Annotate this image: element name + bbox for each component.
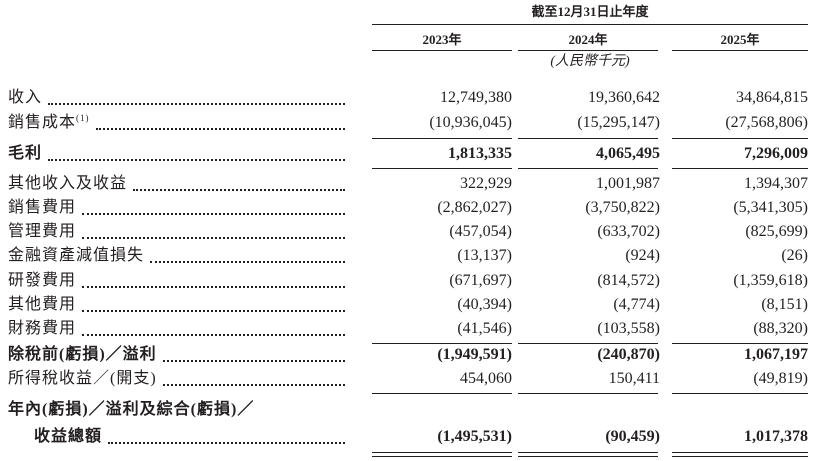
cell-value: 1,813,335: [448, 145, 512, 162]
sum-rule: [372, 138, 512, 139]
cell-value: 1,017,378: [744, 428, 808, 445]
cell-value: (671,697): [449, 272, 512, 289]
sum-rule: [672, 138, 808, 139]
sum-rule: [372, 168, 512, 169]
double-rule: [672, 452, 808, 453]
sum-rule: [672, 393, 808, 394]
dot-leader: [163, 384, 345, 386]
cell-value: 19,360,642: [588, 89, 660, 106]
sum-rule: [518, 343, 658, 344]
dot-leader: [163, 360, 345, 362]
sum-rule: [372, 393, 512, 394]
cell-value: (88,320): [753, 320, 808, 337]
year-header: 2024年: [568, 32, 608, 47]
cell-value: 12,749,380: [440, 89, 512, 106]
sum-rule: [518, 138, 658, 139]
row-label: 其他收入及收益: [8, 175, 128, 192]
row-label: 年內(虧損)／溢利及綜合(虧損)／: [8, 401, 255, 418]
double-rule: [672, 456, 808, 457]
sum-rule: [672, 168, 808, 169]
year-header: 2025年: [720, 32, 760, 47]
year-rule: [372, 50, 512, 51]
row-label: 銷售成本(1): [8, 113, 90, 132]
row-label: 財務費用: [8, 320, 77, 337]
cell-value: (40,394): [457, 296, 512, 313]
cell-value: (457,054): [449, 223, 512, 240]
unit-label: (人民幣千元): [550, 54, 630, 69]
sum-rule: [518, 393, 658, 394]
cell-value: 454,060: [460, 370, 512, 387]
sum-rule: [672, 343, 808, 344]
row-label: 收入: [8, 89, 43, 106]
row-label: 所得稅收益／(開支): [8, 370, 157, 387]
cell-value: (4,774): [613, 296, 660, 313]
dot-leader: [82, 310, 345, 312]
double-rule: [372, 456, 512, 457]
cell-value: (15,295,147): [577, 114, 660, 131]
cell-value: 1,067,197: [744, 346, 808, 363]
cell-value: (825,699): [745, 223, 808, 240]
dot-leader: [48, 159, 345, 161]
year-rule: [672, 50, 808, 51]
dot-leader: [150, 261, 345, 263]
year-header: 2023年: [422, 32, 462, 47]
period-header: 截至12月31日止年度: [531, 4, 649, 19]
cell-value: (240,870): [597, 346, 660, 363]
dot-leader: [96, 128, 345, 130]
double-rule: [372, 452, 512, 453]
dot-leader: [82, 213, 345, 215]
dot-leader: [82, 286, 345, 288]
dot-leader: [48, 103, 345, 105]
cell-value: (13,137): [457, 247, 512, 264]
sum-rule: [518, 168, 658, 169]
header-rule: [372, 24, 808, 25]
cell-value: (26): [781, 247, 808, 264]
cell-value: (1,495,531): [437, 428, 512, 445]
cell-value: 7,296,009: [744, 145, 808, 162]
row-label: 其他費用: [8, 296, 77, 313]
cell-value: 1,394,307: [744, 175, 808, 192]
cell-value: (5,341,305): [733, 199, 808, 216]
sum-rule: [372, 343, 512, 344]
cell-value: (90,459): [605, 428, 660, 445]
cell-value: 1,001,987: [596, 175, 660, 192]
cell-value: 322,929: [460, 175, 512, 192]
cell-value: (924): [625, 247, 660, 264]
cell-value: 34,864,815: [736, 89, 808, 106]
double-rule: [518, 452, 658, 453]
cell-value: (49,819): [753, 370, 808, 387]
cell-value: (1,359,618): [733, 272, 808, 289]
cell-value: (103,558): [597, 320, 660, 337]
dot-leader: [108, 442, 345, 444]
double-rule: [518, 456, 658, 457]
cell-value: (3,750,822): [585, 199, 660, 216]
cell-value: (1,949,591): [437, 346, 512, 363]
row-label: 研發費用: [8, 272, 77, 289]
cell-value: 150,411: [608, 370, 660, 387]
row-label: 銷售費用: [8, 199, 77, 216]
cell-value: (814,572): [597, 272, 660, 289]
cell-value: 4,065,495: [596, 145, 660, 162]
cell-value: (10,936,045): [429, 114, 512, 131]
row-label: 除稅前(虧損)／溢利: [8, 346, 157, 363]
dot-leader: [82, 334, 345, 336]
cell-value: (2,862,027): [437, 199, 512, 216]
cell-value: (633,702): [597, 223, 660, 240]
row-label: 金融資產減值損失: [8, 247, 145, 264]
row-label-continued: 收益總額: [34, 428, 103, 445]
cell-value: (8,151): [761, 296, 808, 313]
row-label: 毛利: [8, 145, 43, 162]
year-rule: [518, 50, 658, 51]
cell-value: (41,546): [457, 320, 512, 337]
dot-leader: [133, 189, 345, 191]
row-label: 管理費用: [8, 223, 77, 240]
footnote-ref: (1): [76, 113, 90, 123]
dot-leader: [82, 237, 345, 239]
cell-value: (27,568,806): [725, 114, 808, 131]
